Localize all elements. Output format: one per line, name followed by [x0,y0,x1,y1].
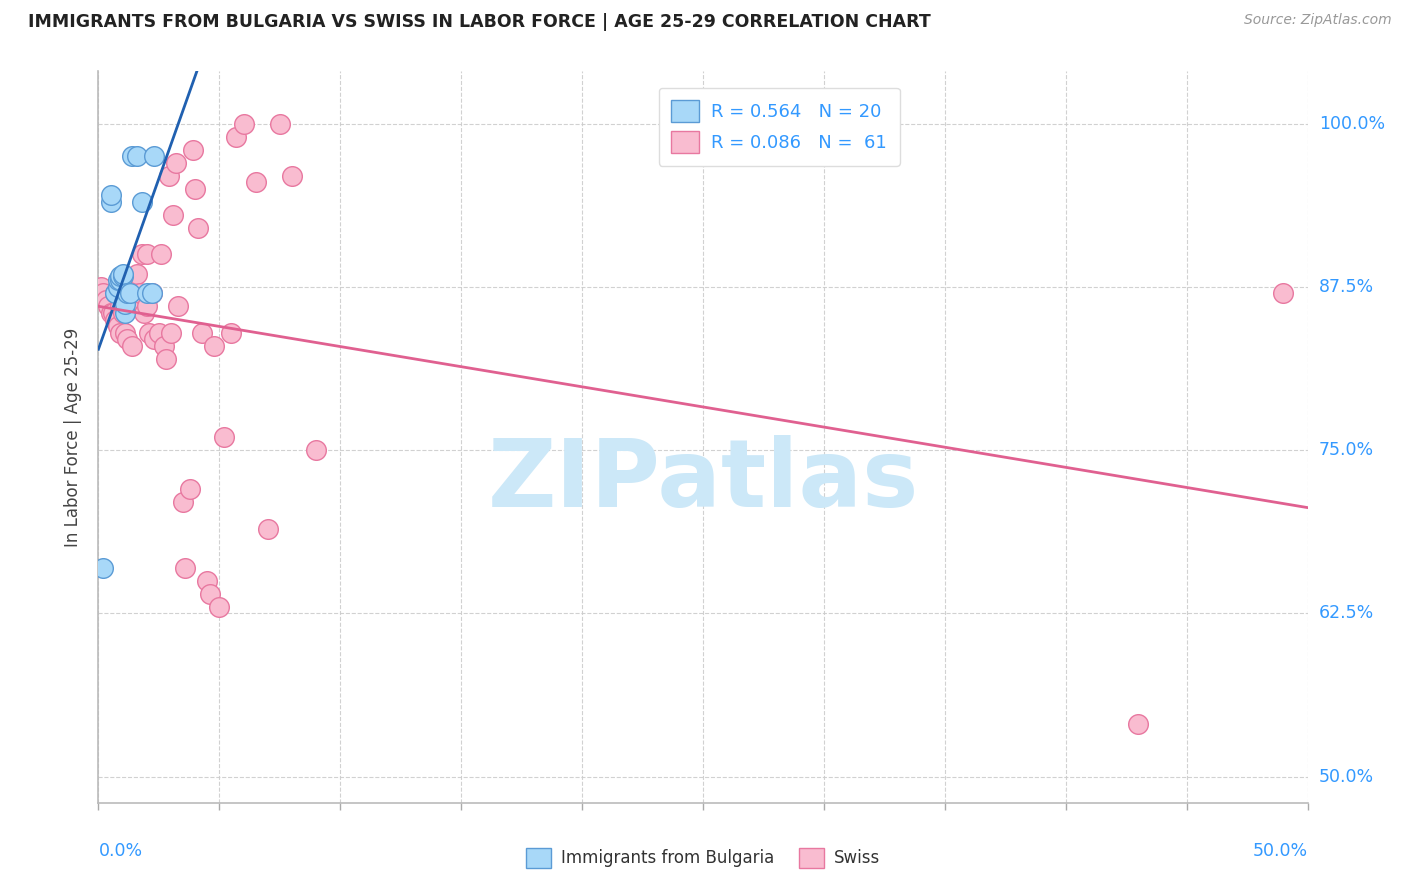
Point [108,269,131,284]
Point [157,169,180,183]
Point [135,286,157,301]
Point [107,319,129,334]
Point [232,117,254,131]
Point [256,522,278,536]
Point [114,286,136,301]
Point [108,273,131,287]
Text: 75.0%: 75.0% [1319,442,1374,459]
Point [165,156,187,170]
Point [104,286,127,301]
Point [225,129,247,144]
Text: Source: ZipAtlas.com: Source: ZipAtlas.com [1244,13,1392,28]
Point [100,188,122,202]
Point [118,300,141,314]
Point [121,149,143,163]
Point [135,247,157,261]
Point [100,194,122,209]
Point [162,208,184,222]
Text: IMMIGRANTS FROM BULGARIA VS SWISS IN LABOR FORCE | AGE 25-29 CORRELATION CHART: IMMIGRANTS FROM BULGARIA VS SWISS IN LAB… [28,13,931,31]
Point [191,326,214,340]
Point [160,326,183,340]
Point [281,169,304,183]
Point [172,495,194,509]
Y-axis label: In Labor Force | Age 25-29: In Labor Force | Age 25-29 [65,327,83,547]
Point [114,306,136,320]
Text: 50.0%: 50.0% [1253,842,1308,860]
Point [121,339,143,353]
Text: 50.0%: 50.0% [1319,768,1374,786]
Point [114,297,136,311]
Point [181,143,204,157]
Point [131,247,153,261]
Point [107,280,129,294]
Point [124,286,146,301]
Point [167,300,190,314]
Legend: Immigrants from Bulgaria, Swiss: Immigrants from Bulgaria, Swiss [519,841,887,875]
Point [134,306,156,320]
Point [91,560,114,574]
Point [208,599,231,614]
Point [100,306,122,320]
Text: 62.5%: 62.5% [1319,605,1374,623]
Point [128,286,150,301]
Point [143,149,166,163]
Point [198,587,221,601]
Point [118,280,141,294]
Point [143,332,166,346]
Point [155,351,177,366]
Point [305,443,328,458]
Point [245,175,267,189]
Point [184,182,207,196]
Point [204,339,226,353]
Point [148,326,170,340]
Text: 87.5%: 87.5% [1319,278,1374,296]
Point [127,300,149,314]
Point [107,280,129,294]
Text: ZIPatlas: ZIPatlas [488,435,918,527]
Point [117,286,139,301]
Point [195,574,218,588]
Point [212,430,235,444]
Point [131,194,153,209]
Point [114,326,136,340]
Point [117,332,139,346]
Point [108,300,131,314]
Point [90,280,112,294]
Point [111,269,134,284]
Point [179,483,201,497]
Point [94,293,117,307]
Point [152,339,174,353]
Point [111,306,134,320]
Point [108,326,131,340]
Point [187,221,209,235]
Text: 0.0%: 0.0% [98,842,142,860]
Point [107,273,129,287]
Text: 100.0%: 100.0% [1319,114,1385,133]
Point [104,312,127,326]
Point [1128,717,1150,731]
Point [101,306,124,320]
Point [97,300,120,314]
Point [127,149,149,163]
Point [174,560,197,574]
Point [141,286,163,301]
Point [91,286,114,301]
Point [118,286,141,301]
Point [221,326,243,340]
Point [104,286,127,301]
Point [111,267,134,281]
Legend: R = 0.564   N = 20, R = 0.086   N =  61: R = 0.564 N = 20, R = 0.086 N = 61 [659,87,900,166]
Point [150,247,173,261]
Point [141,286,163,301]
Point [127,267,149,281]
Point [135,300,157,314]
Point [1272,286,1295,301]
Point [269,117,291,131]
Point [138,326,160,340]
